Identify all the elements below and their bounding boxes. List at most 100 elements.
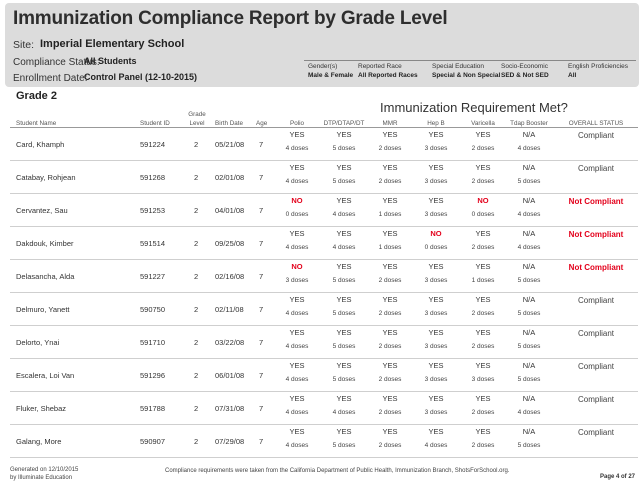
requirement-met: YES [336, 130, 352, 139]
birth-date: 03/22/08 [215, 338, 245, 347]
student-name: Galang, More [16, 437, 62, 446]
requirement-met: YES [475, 295, 491, 304]
table-row: Delasancha, Alda 591227 2 02/16/08 7 NO 3 dose… [10, 260, 638, 293]
dose-count: 3 doses [424, 310, 448, 317]
vaccine-cell: YES 1 doses [472, 260, 495, 284]
vaccine-cell: YES 5 doses [333, 326, 356, 350]
requirement-met: YES [382, 361, 398, 370]
dose-count: 3 doses [471, 376, 495, 383]
grade-level: 2 [194, 272, 199, 281]
dose-count: 0 doses [471, 211, 495, 218]
enrollment-date-label: Enrollment Date: [13, 73, 88, 84]
requirement-met: YES [382, 328, 398, 337]
birth-date: 02/16/08 [215, 272, 245, 281]
page-number: Page 4 of 27 [599, 474, 635, 480]
dose-count: 5 doses [332, 442, 356, 449]
birth-date: 04/01/08 [215, 206, 245, 215]
requirement-met: N/A [522, 361, 536, 370]
student-id: 591710 [140, 338, 166, 347]
vaccine-cell: YES 2 doses [472, 425, 495, 449]
student-id: 590907 [140, 437, 166, 446]
filter-gender: Gender(s) Male & Female [308, 63, 353, 79]
filter-summary: Gender(s) Male & Female Reported Race Al… [304, 60, 636, 84]
student-id: 591296 [140, 371, 166, 380]
requirement-met: NO [430, 229, 442, 238]
birth-date: 07/31/08 [215, 404, 245, 413]
dose-count: 2 doses [378, 145, 402, 152]
vaccine-cell: YES 5 doses [333, 293, 356, 317]
vaccine-cell: YES 1 doses [379, 227, 402, 251]
requirement-met: NO [291, 262, 303, 271]
overall-status: Not Compliant [568, 263, 624, 272]
requirement-met: YES [475, 130, 491, 139]
dose-count: 2 doses [471, 145, 495, 152]
student-id: 591514 [140, 239, 166, 248]
requirement-met: N/A [522, 262, 536, 271]
dose-count: 5 doses [517, 277, 541, 284]
dose-count: 4 doses [285, 178, 309, 185]
requirement-met: YES [475, 163, 491, 172]
dose-count: 4 doses [517, 409, 541, 416]
filter-value: All Reported Races [358, 72, 418, 79]
vaccine-cell: YES 2 doses [472, 326, 495, 350]
dose-count: 3 doses [424, 376, 448, 383]
requirement-met: YES [336, 427, 352, 436]
vaccine-cell: YES 3 doses [425, 194, 448, 218]
requirement-met: YES [475, 427, 491, 436]
overall-status: Compliant [577, 164, 615, 173]
vaccine-cell: YES 4 doses [333, 227, 356, 251]
vaccine-cell: YES 2 doses [379, 128, 402, 152]
header-age: Age [256, 120, 268, 127]
vaccine-cell: N/A 5 doses [518, 161, 541, 185]
student-id: 590750 [140, 305, 166, 314]
requirement-met: N/A [522, 295, 536, 304]
dose-count: 2 doses [378, 343, 402, 350]
dose-count: 3 doses [424, 145, 448, 152]
birth-date: 06/01/08 [215, 371, 245, 380]
vaccine-cell: NO 0 doses [425, 227, 448, 251]
vaccine-cell: YES 1 doses [379, 194, 402, 218]
overall-status: Compliant [577, 362, 615, 371]
header-grade-level-1: Grade [188, 111, 206, 118]
dose-count: 3 doses [424, 409, 448, 416]
requirement-met: YES [289, 229, 305, 238]
overall-status: Not Compliant [568, 197, 624, 206]
requirement-met: N/A [522, 196, 536, 205]
vaccine-cell: N/A 4 doses [518, 128, 541, 152]
age: 7 [259, 206, 264, 215]
dose-count: 4 doses [332, 409, 356, 416]
dose-count: 2 doses [378, 376, 402, 383]
requirement-met: YES [428, 361, 444, 370]
grade-level: 2 [194, 305, 199, 314]
header-student-id: Student ID [140, 120, 170, 127]
requirement-met: YES [382, 196, 398, 205]
vaccine-cell: YES 5 doses [333, 128, 356, 152]
requirement-met: YES [428, 427, 444, 436]
requirement-met: YES [336, 361, 352, 370]
age: 7 [259, 140, 264, 149]
dose-count: 4 doses [332, 244, 356, 251]
grade-level: 2 [194, 173, 199, 182]
site-value: Imperial Elementary School [40, 38, 185, 50]
dose-count: 4 doses [285, 310, 309, 317]
requirement-met: YES [382, 130, 398, 139]
header-birth-date: Birth Date [215, 120, 243, 127]
vaccine-cell: NO 3 doses [286, 260, 309, 284]
table-row: Cervantez, Sau 591253 2 04/01/08 7 NO 0 doses Y… [10, 194, 638, 227]
dose-count: 2 doses [378, 310, 402, 317]
vaccine-cell: YES 4 doses [425, 425, 448, 449]
vaccine-cell: YES 3 doses [425, 326, 448, 350]
requirement-met: YES [382, 427, 398, 436]
student-name: Catabay, Rohjean [16, 173, 76, 182]
compliance-status-value: All Students [84, 56, 137, 66]
vaccine-cell: N/A 5 doses [518, 425, 541, 449]
vaccine-cell: YES 2 doses [379, 326, 402, 350]
vaccine-cell: YES 2 doses [379, 293, 402, 317]
requirement-met: N/A [522, 229, 536, 238]
dose-count: 2 doses [471, 310, 495, 317]
requirement-met: YES [336, 196, 352, 205]
vaccine-cell: YES 2 doses [472, 392, 495, 416]
requirement-met: YES [382, 163, 398, 172]
birth-date: 02/01/08 [215, 173, 245, 182]
dose-count: 5 doses [517, 442, 541, 449]
